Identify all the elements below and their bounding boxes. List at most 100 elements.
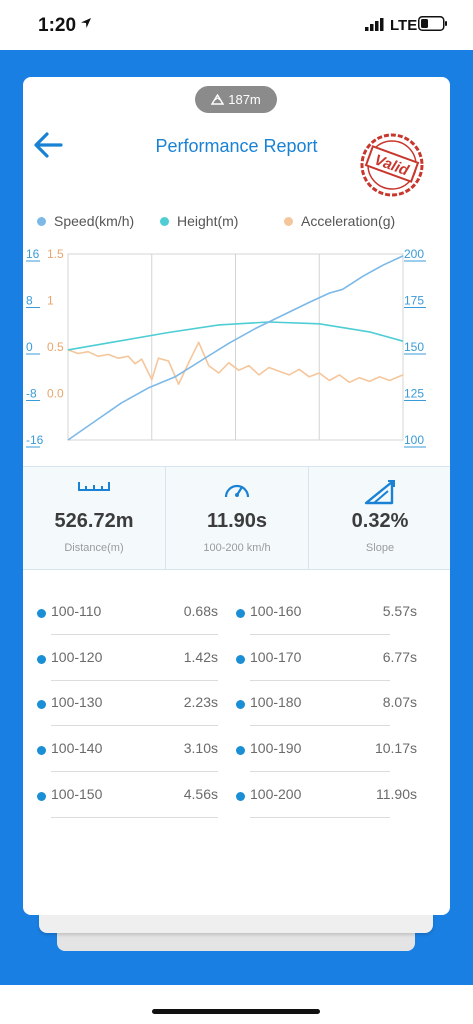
height-axis-tick: -16 [26, 433, 44, 447]
height-series-line [67, 321, 404, 351]
split-dot [236, 746, 245, 755]
split-divider [250, 771, 390, 772]
home-indicator[interactable] [152, 1009, 320, 1014]
split-range: 100-140 [51, 740, 103, 756]
split-row: 100-180 8.07s [236, 694, 417, 740]
legend-acceleration-label: Acceleration(g) [301, 213, 396, 229]
network-type: LTE [390, 17, 418, 34]
speed-axis-tick: 150 [404, 340, 424, 354]
stat-time-label: 100-200 km/h [203, 542, 271, 554]
valid-stamp: Valid [360, 133, 424, 197]
height-axis-tick: 8 [26, 294, 33, 308]
page-title: Performance Report [155, 136, 318, 156]
accel-axis-tick: 0.5 [47, 340, 64, 354]
distance-badge: 187m [195, 86, 277, 113]
legend-acceleration: Acceleration(g) [284, 213, 395, 229]
height-axis-tick: 0 [26, 340, 33, 354]
split-row: 100-170 6.77s [236, 649, 417, 695]
legend-speed-label: Speed(km/h) [54, 213, 135, 229]
split-dot [37, 746, 46, 755]
split-range: 100-200 [250, 786, 302, 802]
split-divider [51, 634, 218, 635]
stat-divider [165, 467, 166, 569]
split-time: 6.77s [382, 649, 417, 665]
split-divider [250, 725, 390, 726]
split-time: 8.07s [382, 694, 417, 710]
speed-series-line [67, 255, 404, 441]
legend-acceleration-dot [284, 216, 293, 226]
stat-slope-value: 0.32% [351, 510, 409, 532]
split-divider [51, 771, 218, 772]
split-time: 4.56s [183, 786, 218, 802]
split-row: 100-160 5.57s [236, 603, 417, 649]
split-time: 3.10s [183, 740, 218, 756]
split-divider [51, 725, 218, 726]
height-axis-tick: 16 [26, 247, 40, 261]
ruler-icon [78, 482, 110, 491]
split-dot [236, 700, 245, 709]
split-time: 2.23s [183, 694, 218, 710]
split-range: 100-180 [250, 694, 302, 710]
stat-slope: 0.32% Slope [309, 467, 451, 569]
slope-icon [364, 480, 395, 505]
height-axis-tick: -8 [26, 387, 37, 401]
split-range: 100-170 [250, 649, 302, 665]
stat-distance-label: Distance(m) [64, 542, 124, 554]
distance-badge-text: 187m [228, 92, 261, 107]
back-arrow-icon[interactable] [33, 131, 63, 159]
speed-axis-tick: 175 [404, 294, 424, 308]
stat-time: 11.90s 100-200 km/h [166, 467, 308, 569]
stat-divider [308, 467, 309, 569]
accel-axis-tick: 1 [47, 294, 54, 308]
split-row: 100-190 10.17s [236, 740, 417, 786]
legend-height-label: Height(m) [177, 213, 239, 229]
stats-panel: 526.72m Distance(m) 11.90s 100-200 km/h … [23, 466, 450, 570]
bottom-bar [0, 985, 473, 1024]
split-row: 100-110 0.68s [37, 603, 218, 649]
split-time: 11.90s [376, 786, 417, 802]
speed-axis-tick: 200 [404, 247, 424, 261]
status-time: 1:20 [38, 15, 77, 36]
acceleration-series-line [67, 341, 404, 385]
split-range: 100-130 [51, 694, 103, 710]
split-range: 100-120 [51, 649, 103, 665]
split-divider [250, 634, 390, 635]
battery-icon [418, 16, 447, 31]
split-range: 100-110 [51, 603, 102, 619]
split-divider [250, 817, 390, 818]
performance-chart: 16 8 0 -8 -16 1.5 1 0.5 0.0 200 175 150 125 100 [26, 247, 426, 448]
split-divider [51, 817, 218, 818]
split-dot [37, 655, 46, 664]
split-range: 100-190 [250, 740, 302, 756]
split-dot [236, 792, 245, 801]
location-arrow-icon [81, 18, 91, 28]
split-row: 100-200 11.90s [236, 786, 417, 832]
legend-height: Height(m) [160, 213, 238, 229]
stat-slope-label: Slope [365, 542, 395, 554]
split-row: 100-140 3.10s [37, 740, 218, 786]
split-time: 0.68s [183, 603, 218, 619]
split-time: 1.42s [183, 649, 218, 665]
split-row: 100-150 4.56s [37, 786, 218, 832]
legend-speed-dot [37, 216, 46, 226]
split-row: 100-120 1.42s [37, 649, 218, 695]
stat-distance: 526.72m Distance(m) [23, 467, 165, 569]
accel-axis-tick: 0.0 [47, 387, 64, 401]
split-range: 100-150 [51, 786, 103, 802]
stat-distance-value: 526.72m [54, 510, 134, 532]
split-dot [37, 792, 46, 801]
split-time: 5.57s [382, 603, 417, 619]
split-dot [37, 700, 46, 709]
split-divider [51, 680, 218, 681]
split-dot [236, 655, 245, 664]
split-dot [236, 609, 245, 618]
legend-height-dot [160, 216, 169, 226]
speedometer-icon [224, 484, 250, 498]
legend-speed: Speed(km/h) [37, 213, 134, 229]
speed-axis-tick: 100 [404, 433, 424, 447]
split-row: 100-130 2.23s [37, 694, 218, 740]
stat-time-value: 11.90s [206, 510, 268, 532]
split-dot [37, 609, 46, 618]
split-divider [250, 680, 390, 681]
split-range: 100-160 [250, 603, 302, 619]
